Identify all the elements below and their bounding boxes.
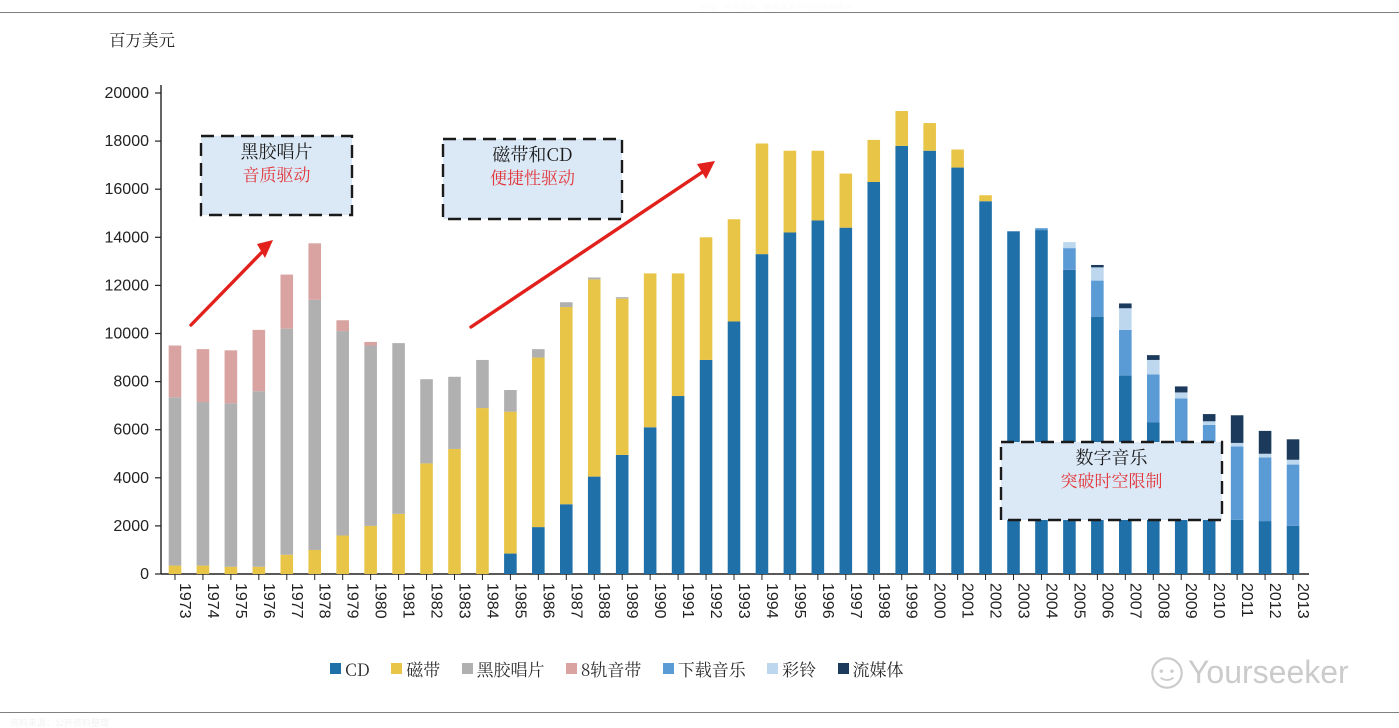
svg-text:4000: 4000 xyxy=(113,470,149,487)
svg-text:2001: 2001 xyxy=(959,583,976,619)
svg-text:1977: 1977 xyxy=(288,583,305,619)
svg-text:1983: 1983 xyxy=(455,583,472,619)
svg-text:1998: 1998 xyxy=(875,583,892,619)
svg-text:1981: 1981 xyxy=(400,583,417,619)
svg-text:18000: 18000 xyxy=(105,133,150,150)
svg-text:1994: 1994 xyxy=(763,583,780,619)
svg-text:1984: 1984 xyxy=(483,583,500,619)
svg-text:20000: 20000 xyxy=(105,85,150,102)
svg-text:1989: 1989 xyxy=(623,583,640,619)
svg-text:2000: 2000 xyxy=(931,583,948,619)
svg-text:1976: 1976 xyxy=(260,583,277,619)
svg-text:12000: 12000 xyxy=(105,277,150,294)
svg-text:10000: 10000 xyxy=(105,326,150,343)
svg-text:2009: 2009 xyxy=(1182,583,1199,619)
svg-text:1987: 1987 xyxy=(567,583,584,619)
svg-text:1986: 1986 xyxy=(539,583,556,619)
svg-text:1995: 1995 xyxy=(791,583,808,619)
svg-text:0: 0 xyxy=(140,566,149,583)
svg-text:14000: 14000 xyxy=(105,229,150,246)
svg-text:1988: 1988 xyxy=(595,583,612,619)
svg-text:1991: 1991 xyxy=(679,583,696,619)
svg-text:6000: 6000 xyxy=(113,422,149,439)
svg-text:16000: 16000 xyxy=(105,181,150,198)
svg-text:1980: 1980 xyxy=(372,583,389,619)
svg-text:2013: 2013 xyxy=(1294,583,1311,619)
svg-text:1996: 1996 xyxy=(819,583,836,619)
svg-text:2012: 2012 xyxy=(1266,583,1283,619)
svg-text:1975: 1975 xyxy=(232,583,249,619)
svg-text:8000: 8000 xyxy=(113,374,149,391)
svg-text:2000: 2000 xyxy=(113,518,149,535)
svg-text:1982: 1982 xyxy=(428,583,445,619)
svg-text:1974: 1974 xyxy=(204,583,221,619)
svg-text:1997: 1997 xyxy=(847,583,864,619)
svg-text:2011: 2011 xyxy=(1238,583,1255,618)
svg-text:1990: 1990 xyxy=(651,583,668,619)
svg-text:1999: 1999 xyxy=(903,583,920,619)
svg-text:1978: 1978 xyxy=(316,583,333,619)
svg-text:2007: 2007 xyxy=(1126,583,1143,619)
svg-text:1979: 1979 xyxy=(344,583,361,619)
svg-text:2010: 2010 xyxy=(1210,583,1227,619)
svg-text:2004: 2004 xyxy=(1042,583,1059,619)
svg-text:2002: 2002 xyxy=(987,583,1004,619)
svg-text:2006: 2006 xyxy=(1098,583,1115,619)
svg-text:1992: 1992 xyxy=(707,583,724,619)
svg-text:2008: 2008 xyxy=(1154,583,1171,619)
svg-text:1973: 1973 xyxy=(176,583,193,619)
svg-text:2003: 2003 xyxy=(1015,583,1032,619)
svg-text:1985: 1985 xyxy=(511,583,528,619)
svg-text:2005: 2005 xyxy=(1070,583,1087,619)
svg-text:1993: 1993 xyxy=(735,583,752,619)
